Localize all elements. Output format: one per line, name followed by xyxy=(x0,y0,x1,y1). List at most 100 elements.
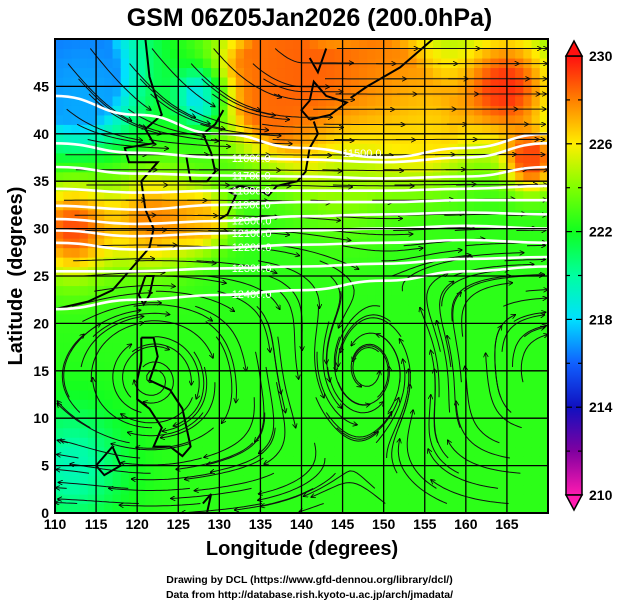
field-cell xyxy=(219,285,229,296)
streamline xyxy=(133,304,213,321)
field-cell xyxy=(350,294,360,306)
field-cell xyxy=(161,351,171,362)
field-cell xyxy=(202,247,212,258)
field-cell xyxy=(400,408,409,419)
field-cell xyxy=(128,276,138,287)
field-cell xyxy=(498,332,508,343)
field-cell xyxy=(482,114,492,125)
field-cell xyxy=(87,342,97,353)
field-cell xyxy=(441,285,450,296)
field-cell xyxy=(490,494,500,505)
field-cell xyxy=(285,437,294,448)
field-cell xyxy=(482,162,492,173)
field-cell xyxy=(424,39,434,50)
field-cell xyxy=(211,209,220,220)
field-cell xyxy=(194,332,204,343)
field-cell xyxy=(211,351,220,362)
field-cell xyxy=(317,494,327,505)
field-cell xyxy=(408,86,418,97)
field-cell xyxy=(219,162,229,173)
field-cell xyxy=(350,86,360,97)
field-cell xyxy=(161,465,171,476)
field-cell xyxy=(359,351,368,362)
field-cell xyxy=(268,276,278,287)
field-cell xyxy=(79,389,89,400)
field-cell xyxy=(515,304,524,315)
field-cell xyxy=(285,95,294,106)
field-cell xyxy=(342,475,352,486)
field-cell xyxy=(515,313,524,324)
field-cell xyxy=(383,190,393,201)
field-cell xyxy=(342,247,352,258)
field-cell xyxy=(400,39,409,50)
field-cell xyxy=(293,257,303,268)
field-cell xyxy=(523,503,533,513)
field-cell xyxy=(137,456,146,467)
field-cell xyxy=(490,399,500,410)
field-cell xyxy=(359,370,368,381)
field-cell xyxy=(243,446,253,457)
field-cell xyxy=(539,361,548,372)
field-cell xyxy=(211,39,220,50)
field-cell xyxy=(334,427,344,438)
field-cell xyxy=(375,351,385,362)
field-cell xyxy=(268,380,278,391)
field-cell xyxy=(531,152,541,163)
field-cell xyxy=(432,114,442,125)
field-cell xyxy=(202,209,212,220)
field-cell xyxy=(334,418,344,429)
field-cell xyxy=(457,219,467,230)
field-cell xyxy=(432,238,442,249)
field-cell xyxy=(137,190,146,201)
field-cell xyxy=(161,389,171,400)
field-cell xyxy=(449,57,459,69)
field-cell xyxy=(474,105,483,116)
field-cell xyxy=(523,39,533,50)
field-cell xyxy=(383,323,393,334)
field-cell xyxy=(408,484,418,495)
field-cell xyxy=(63,503,73,513)
field-cell xyxy=(506,427,516,438)
field-cell xyxy=(79,399,89,410)
field-cell xyxy=(293,39,303,50)
field-cell xyxy=(317,313,327,324)
field-cell xyxy=(120,503,130,513)
field-cell xyxy=(276,332,286,343)
field-cell xyxy=(490,152,500,163)
streamline xyxy=(375,359,405,444)
field-cell xyxy=(112,257,122,268)
field-cell xyxy=(342,257,352,268)
field-cell xyxy=(276,456,286,467)
field-cell xyxy=(482,503,492,513)
field-cell xyxy=(55,114,64,125)
field-cell xyxy=(186,152,196,163)
field-cell xyxy=(523,418,533,429)
field-cell xyxy=(55,276,64,287)
field-cell xyxy=(128,437,138,448)
field-cell xyxy=(161,437,171,448)
field-cell xyxy=(145,494,155,505)
field-cell xyxy=(194,48,204,59)
field-cell xyxy=(120,456,130,467)
field-cell xyxy=(309,503,319,513)
field-cell xyxy=(79,323,89,334)
streamline xyxy=(431,350,439,443)
field-cell xyxy=(457,446,467,457)
field-cell xyxy=(490,133,500,144)
field-cell xyxy=(408,200,418,211)
field-cell xyxy=(400,190,409,201)
field-cell xyxy=(285,162,294,173)
field-cell xyxy=(531,389,541,400)
field-cell xyxy=(153,76,163,87)
field-cell xyxy=(252,39,262,50)
field-cell xyxy=(235,95,245,106)
field-cell xyxy=(498,105,508,116)
field-cell xyxy=(63,76,73,87)
field-cell xyxy=(112,228,122,239)
field-cell xyxy=(424,503,434,513)
field-cell xyxy=(539,437,548,448)
field-cell xyxy=(178,57,188,69)
field-cell xyxy=(490,418,500,429)
field-cell xyxy=(531,57,541,69)
field-cell xyxy=(367,294,377,306)
